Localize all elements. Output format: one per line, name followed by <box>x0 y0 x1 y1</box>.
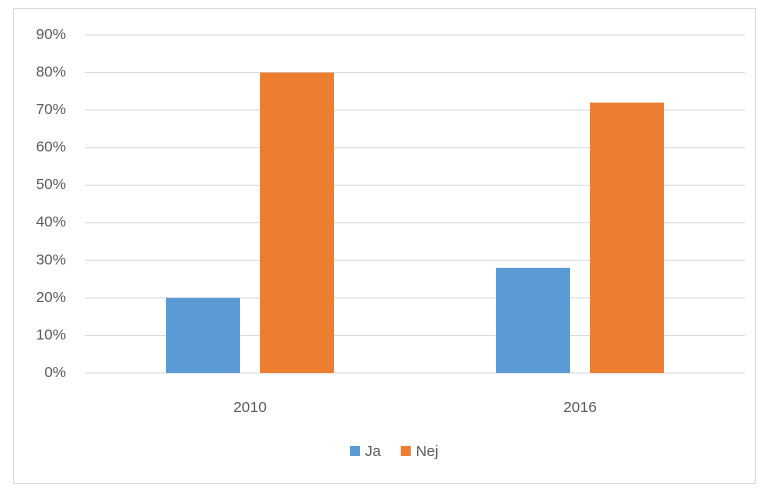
legend-label: Ja <box>365 443 382 460</box>
y-tick-label: 20% <box>36 289 66 306</box>
legend-swatch <box>400 446 411 456</box>
bar <box>590 102 664 373</box>
y-tick-label: 80% <box>36 64 66 81</box>
y-tick-label: 60% <box>36 139 66 156</box>
legend-label: Nej <box>416 443 439 460</box>
legend-swatch <box>350 446 360 456</box>
bar <box>496 267 570 373</box>
x-tick-label: 2010 <box>233 399 266 416</box>
y-tick-label: 30% <box>36 251 66 268</box>
bar <box>166 297 240 373</box>
y-tick-label: 50% <box>36 176 66 193</box>
y-tick-label: 90% <box>36 26 66 43</box>
y-tick-label: 40% <box>36 214 66 231</box>
y-tick-label: 70% <box>36 101 66 118</box>
y-tick-label: 0% <box>44 364 66 381</box>
bar <box>260 72 334 374</box>
y-tick-label: 10% <box>36 326 66 343</box>
x-tick-label: 2016 <box>563 399 596 416</box>
